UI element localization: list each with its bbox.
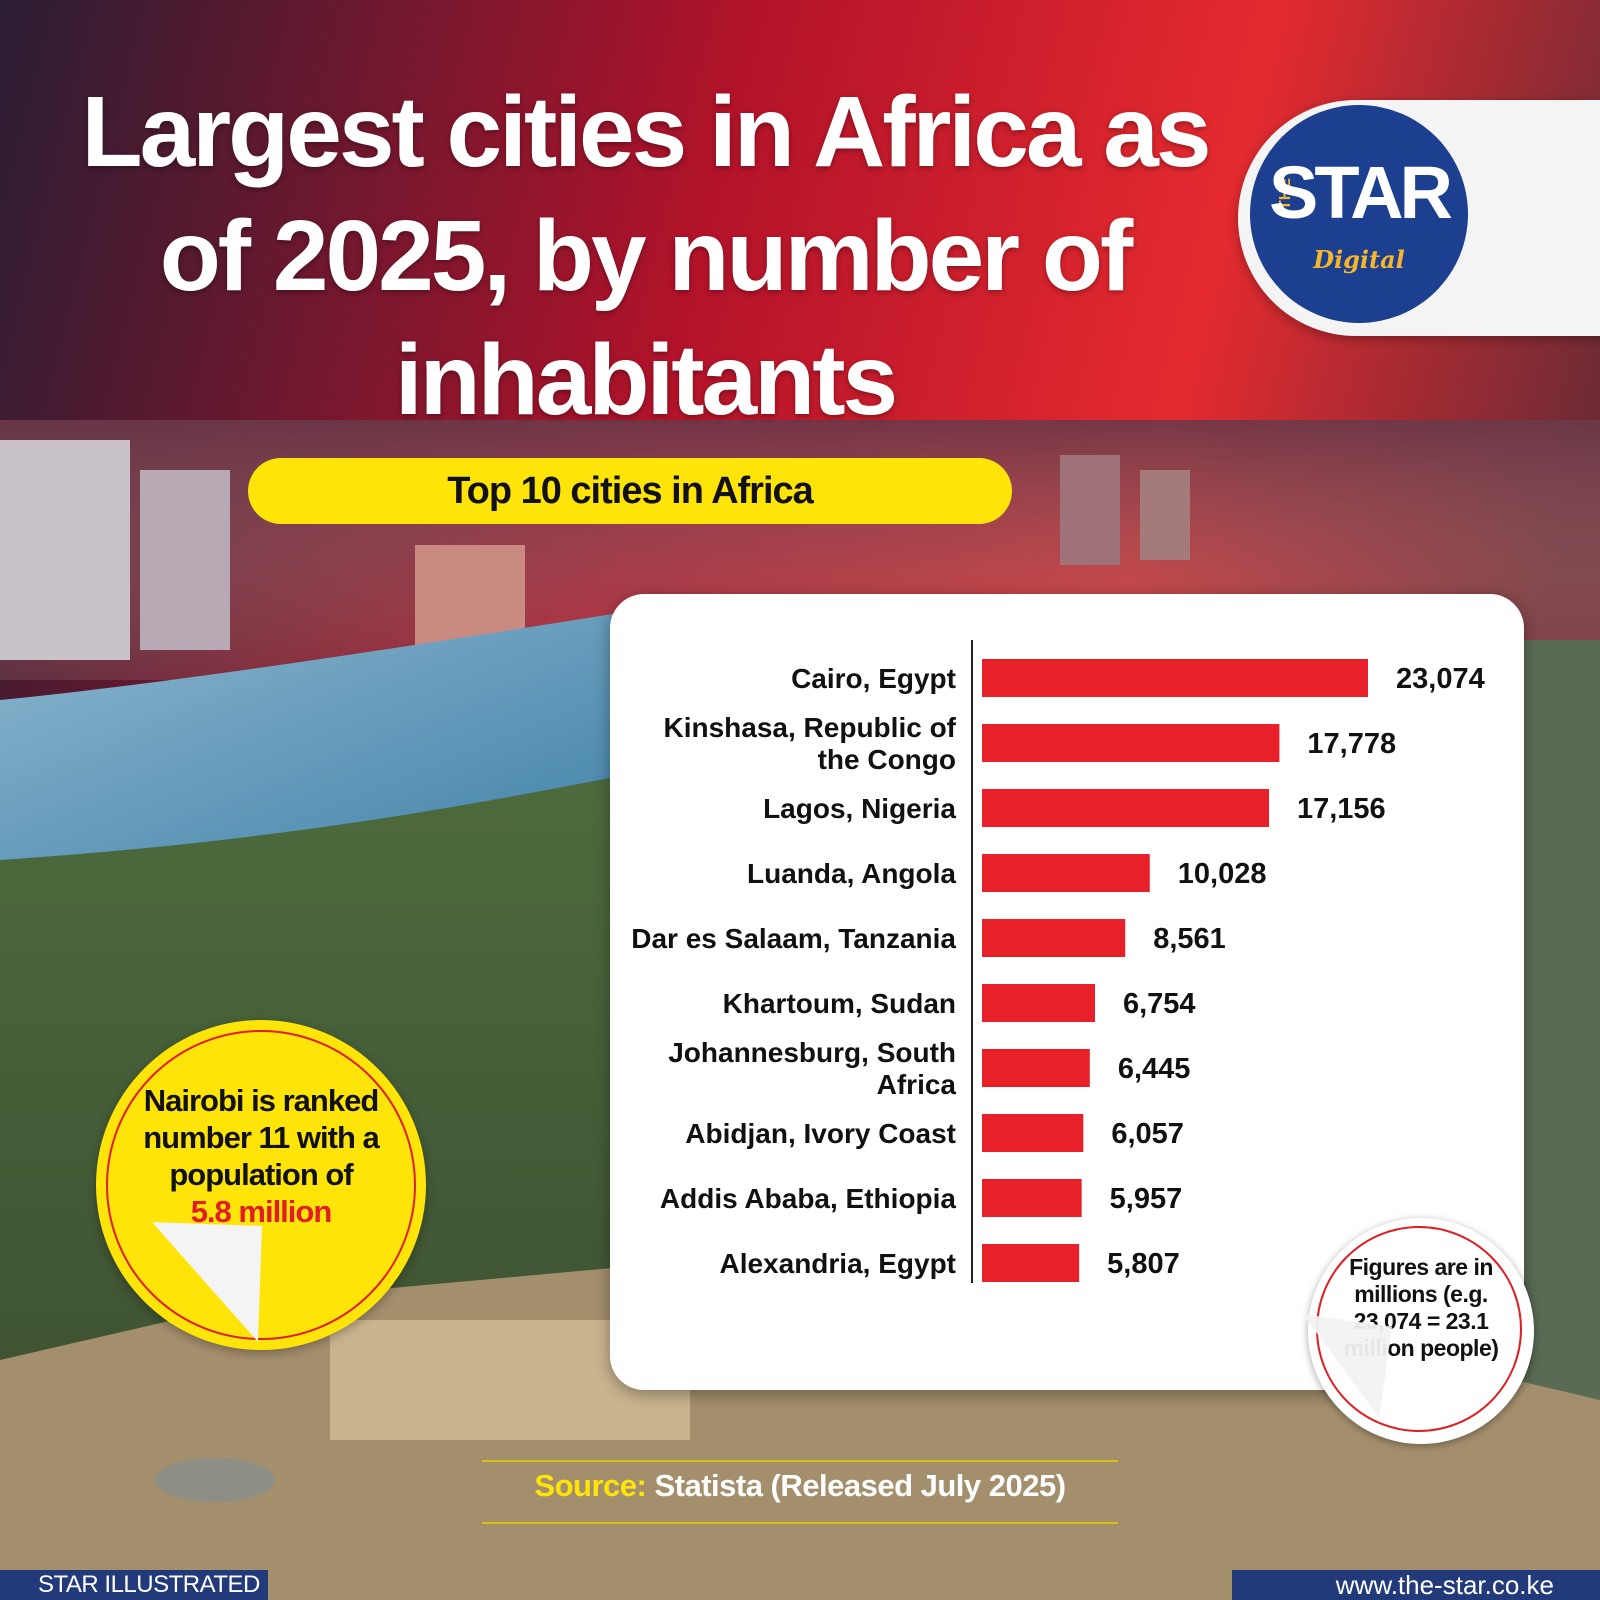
footer-left-label: STAR ILLUSTRATED [0, 1570, 268, 1600]
bar-0 [982, 659, 1368, 697]
bar-8 [982, 1179, 1082, 1217]
bar-9 [982, 1244, 1080, 1282]
category-label-6: Johannesburg, South Africa [668, 1037, 956, 1100]
nairobi-callout-text: Nairobi is ranked number 11 with a popul… [130, 1082, 392, 1230]
nairobi-callout: Nairobi is ranked number 11 with a popul… [96, 1020, 426, 1350]
source-text: Statista (Released July 2025) [646, 1468, 1066, 1503]
category-label-0: Cairo, Egypt [791, 663, 956, 694]
units-note-page-curl [1290, 1314, 1392, 1418]
bar-1 [982, 724, 1280, 762]
units-note-text: Figures are in millions (e.g. 23,074 = 2… [1343, 1254, 1499, 1361]
nairobi-population: 5.8 million [190, 1194, 333, 1229]
value-label-9: 5,807 [1107, 1248, 1180, 1280]
footer-website-link[interactable]: www.the-star.co.ke [1232, 1570, 1600, 1600]
nairobi-callout-body: Nairobi is ranked number 11 with a popul… [143, 1083, 380, 1192]
nairobi-callout-ring [106, 1030, 416, 1340]
value-label-0: 23,074 [1396, 663, 1485, 695]
value-label-2: 17,156 [1297, 793, 1386, 825]
value-label-1: 17,778 [1307, 728, 1396, 760]
page-title: Largest cities in Africa as of 2025, by … [81, 76, 1212, 436]
bar-7 [982, 1114, 1084, 1152]
value-label-5: 6,754 [1123, 988, 1196, 1020]
bar-3 [982, 854, 1150, 892]
source-rule-top [482, 1460, 1118, 1462]
value-label-8: 5,957 [1110, 1183, 1183, 1215]
value-label-4: 8,561 [1153, 923, 1226, 955]
source-label: Source: [534, 1468, 647, 1503]
category-label-3: Luanda, Angola [747, 858, 956, 889]
bar-chart: 23,074 Cairo, Egypt 17,778 Kinshasa, Republ… [631, 640, 1485, 1283]
logo-star-text: STAR [1269, 151, 1453, 234]
source-line: Source: Statista (Released July 2025) [482, 1468, 1118, 1504]
logo-digital-text: Digital [1313, 245, 1405, 274]
source-rule-bottom [482, 1522, 1118, 1524]
units-note: Figures are in millions (e.g. 23,074 = 2… [1308, 1218, 1534, 1444]
category-label-8: Addis Ababa, Ethiopia [660, 1183, 957, 1214]
bar-4 [982, 919, 1126, 957]
value-label-6: 6,445 [1118, 1053, 1191, 1085]
bar-2 [982, 789, 1269, 827]
bar-6 [982, 1049, 1090, 1087]
category-label-2: Lagos, Nigeria [763, 793, 956, 824]
value-label-7: 6,057 [1111, 1118, 1184, 1150]
units-note-ring [1316, 1226, 1522, 1432]
nairobi-page-curl [148, 1222, 262, 1342]
category-label-7: Abidjan, Ivory Coast [685, 1118, 956, 1149]
value-label-3: 10,028 [1178, 858, 1267, 890]
category-label-4: Dar es Salaam, Tanzania [631, 923, 956, 954]
category-label-9: Alexandria, Egypt [719, 1248, 956, 1279]
bar-5 [982, 984, 1095, 1022]
the-star-digital-logo: THE STAR Digital [1250, 105, 1468, 323]
subtitle-pill: Top 10 cities in Africa [248, 458, 1012, 524]
category-label-5: Khartoum, Sudan [723, 988, 956, 1019]
category-label-1: Kinshasa, Republic of the Congo [664, 712, 957, 775]
